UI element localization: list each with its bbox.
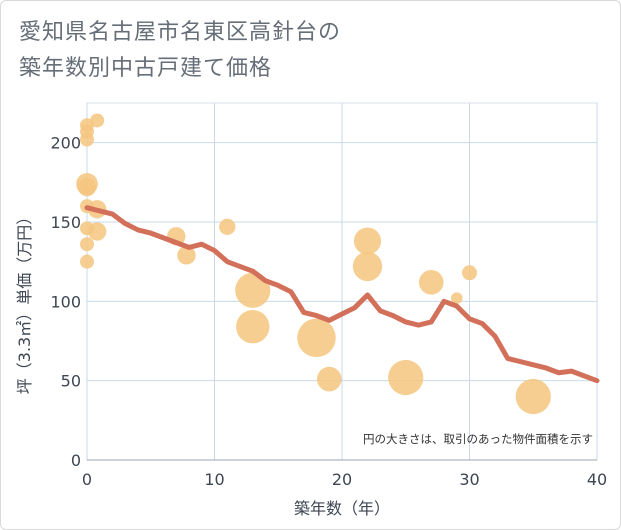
data-bubble	[461, 265, 478, 281]
data-bubble	[235, 272, 271, 308]
x-tick-label: 10	[204, 470, 224, 489]
chart-title: 愛知県名古屋市名東区高針台の 築年数別中古戸建て価格	[19, 15, 439, 87]
grid-lines	[86, 102, 598, 461]
trend-line-layer	[84, 205, 600, 384]
data-bubble	[316, 366, 342, 392]
data-bubble	[77, 177, 97, 197]
data-bubble	[236, 310, 270, 344]
data-bubble	[219, 218, 236, 235]
y-tick-label: 50	[61, 372, 81, 391]
data-bubble	[450, 292, 463, 304]
bubble-layer	[76, 113, 551, 415]
y-tick-label: 200	[50, 134, 81, 153]
data-bubble	[88, 222, 107, 241]
data-bubble	[80, 132, 94, 147]
data-bubble	[515, 378, 551, 415]
y-tick-label: 150	[50, 213, 81, 232]
data-bubble	[80, 254, 94, 269]
average-price-line	[84, 205, 600, 384]
chart-title-line-1: 愛知県名古屋市名東区高針台の	[19, 20, 342, 45]
x-axis-label: 築年数（年）	[294, 499, 390, 518]
data-bubble	[388, 359, 424, 396]
data-bubble	[352, 251, 383, 282]
x-tick-label: 20	[332, 470, 352, 489]
data-bubble	[297, 318, 336, 358]
y-tick-label: 100	[50, 292, 81, 311]
tick-labels: 0 10 20 30 40 0 50 100 150 200	[50, 134, 607, 489]
x-tick-label: 40	[587, 470, 607, 489]
data-bubble	[353, 227, 382, 255]
bubble-size-note: 円の大きさは、取引のあった物件面積を示す	[363, 432, 593, 446]
x-tick-label: 0	[82, 470, 92, 489]
y-tick-label: 0	[71, 451, 81, 470]
chart-title-line-2: 築年数別中古戸建て価格	[19, 56, 273, 81]
data-bubble	[418, 269, 444, 295]
data-bubble	[177, 246, 196, 265]
data-bubble	[90, 113, 105, 128]
data-bubble	[80, 237, 94, 252]
x-tick-label: 30	[459, 470, 479, 489]
y-axis-label: 坪（3.3㎡）単価（万円）	[15, 209, 34, 394]
